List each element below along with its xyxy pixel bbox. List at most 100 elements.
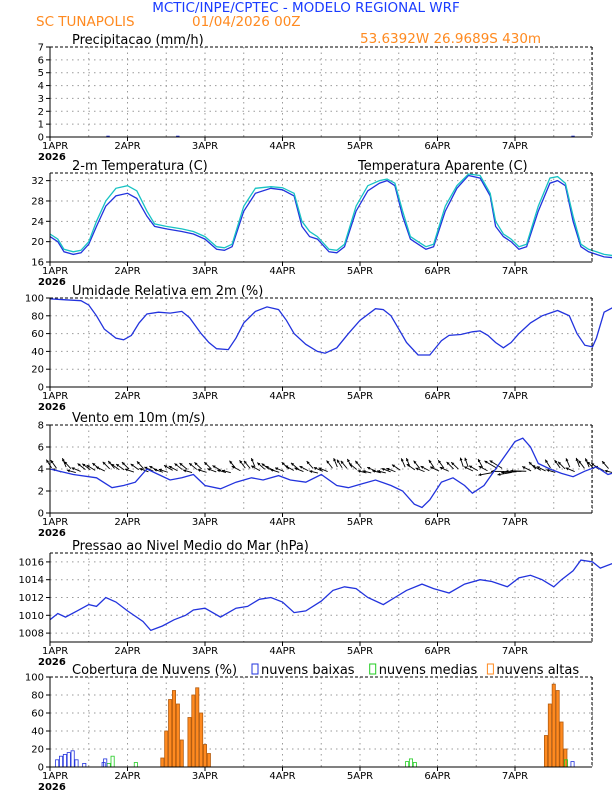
wind-arrow-head	[478, 473, 482, 477]
xtick-label: 4APR	[269, 391, 295, 402]
xtick-label: 5APR	[347, 771, 373, 782]
wind-arrow-head	[229, 460, 233, 464]
ytick-label: 6	[38, 55, 44, 66]
wind-arrow-head	[257, 462, 261, 466]
legend-swatch	[486, 663, 494, 675]
xtick-label: 2APR	[114, 517, 140, 528]
wind-arrow-head	[439, 466, 443, 470]
wind-arrow-head	[545, 459, 549, 463]
wind-arrow-head	[197, 468, 201, 472]
wind-arrow-head	[179, 462, 183, 466]
wind-arrow-head	[326, 460, 330, 464]
wind-arrow-head	[168, 465, 172, 469]
wind-arrow-head	[251, 465, 255, 469]
ytick-label: 2	[38, 107, 44, 118]
ytick-label: 16	[31, 258, 44, 269]
ytick-label: 32	[31, 176, 44, 187]
ytick-label: 100	[25, 673, 44, 684]
ytick-label: 28	[31, 196, 44, 207]
xtick-label: 4APR	[269, 517, 295, 528]
xtick-label: 2APR	[114, 646, 140, 657]
wind-arrow-head	[158, 468, 162, 472]
wind-arrow-head	[46, 459, 50, 463]
wind-arrow-head	[77, 463, 81, 467]
ytick-label: 24	[31, 217, 44, 228]
panel-precip: 0 1 2 3 4 5 67 1APR 2APR 3APR 4APR 5APR 6APR 7APR 2026…	[38, 33, 593, 163]
wind-arrow-head	[522, 466, 526, 470]
wind-arrow-head	[391, 464, 396, 468]
cloud-low-bar	[70, 750, 75, 768]
cloud-low-bar	[62, 754, 67, 768]
cloud-high-bar	[164, 730, 169, 768]
ytick-label: 1016	[19, 557, 44, 568]
wind-arrow-head	[92, 463, 96, 467]
wind-arrow-head	[357, 469, 361, 473]
wind-arrow-head	[82, 463, 86, 467]
wind-arrow-head	[189, 463, 193, 467]
xtick-label: 1APR	[42, 646, 68, 657]
cloud-high-bar	[199, 712, 204, 768]
cloud-high-bar	[160, 757, 165, 768]
ytick-label: 5	[38, 68, 44, 79]
cloud-low-bar	[66, 752, 71, 768]
wind-arrow-head	[591, 462, 595, 466]
wind-arrow-head	[336, 459, 340, 463]
panel-title: Cobertura de Nuvens (%)	[72, 663, 237, 678]
wind-arrow-head	[66, 469, 71, 473]
xtick-label: 3APR	[192, 391, 218, 402]
cloud-mid-bar	[110, 755, 115, 768]
wind-arrow-head	[291, 462, 295, 466]
wind-arrow-head	[377, 469, 381, 473]
xtick-label: 2APR	[114, 391, 140, 402]
wind-arrow-head	[536, 466, 540, 470]
xtick-label: 3APR	[192, 646, 218, 657]
ytick-label: 6	[38, 443, 44, 454]
ytick-label: 20	[31, 745, 44, 756]
ytick-label: 0	[38, 509, 44, 520]
xtick-label: 1APR	[42, 266, 68, 277]
xtick-label: 3APR	[192, 517, 218, 528]
wind-arrow-head	[413, 460, 417, 464]
wind-arrow-head	[505, 469, 509, 473]
ytick-label: 4	[38, 465, 44, 476]
legend-label: nuvens medias	[379, 663, 478, 678]
xtick-label: 1APR	[42, 771, 68, 782]
cloud-low-bar	[82, 763, 87, 768]
series-line-temperature-0	[49, 174, 612, 259]
cloud-low-bar	[59, 755, 64, 768]
cloud-mid-bar	[133, 762, 138, 768]
cloud-low-bar	[55, 759, 60, 768]
xtick-label: 4APR	[269, 646, 295, 657]
cloud-high-bar	[547, 703, 552, 768]
wind-arrow-head	[95, 466, 100, 470]
wind-arrow-head	[86, 465, 90, 468]
wind-arrow-head	[347, 458, 351, 463]
wind-arrow-head	[362, 470, 366, 473]
cloud-high-bar	[191, 694, 196, 768]
ytick-label: 1008	[19, 629, 44, 640]
panel-clouds: 0 20 40 60 80 100 1APR 2APR 3APR 4APR 5APR 6APR 7APR…	[25, 663, 593, 792]
wind-arrow-head	[497, 472, 501, 476]
wind-arrow-head	[130, 463, 134, 467]
panel-title-apparent: Temperatura Aparente (C)	[357, 159, 528, 174]
wind-arrow-head	[386, 467, 390, 471]
xtick-label: 6APR	[424, 141, 450, 152]
wind-arrow-head	[381, 468, 385, 471]
xtick-label: 6APR	[424, 646, 450, 657]
wind-arrow-head	[478, 459, 481, 463]
header-location: SC TUNAPOLIS	[36, 14, 135, 30]
wind-arrow-head	[333, 458, 337, 462]
wind-arrow-head	[546, 469, 550, 472]
wind-arrow-head	[194, 462, 198, 466]
wind-arrow-head	[510, 469, 514, 473]
xtick-label: 3APR	[192, 771, 218, 782]
ytick-label: 20	[31, 237, 44, 248]
wind-arrow-head	[309, 470, 313, 474]
wind-arrow-head	[153, 468, 158, 472]
wind-arrow-head	[428, 459, 432, 464]
precip-bar	[176, 135, 180, 137]
wind-arrow-head	[401, 458, 404, 462]
xtick-label: 2APR	[114, 266, 140, 277]
ytick-label: 40	[31, 727, 44, 738]
panel-temperature: 16 20 24 28 32 1APR 2APR 3APR 4APR 5APR 6APR 7APR 20…	[31, 159, 612, 288]
